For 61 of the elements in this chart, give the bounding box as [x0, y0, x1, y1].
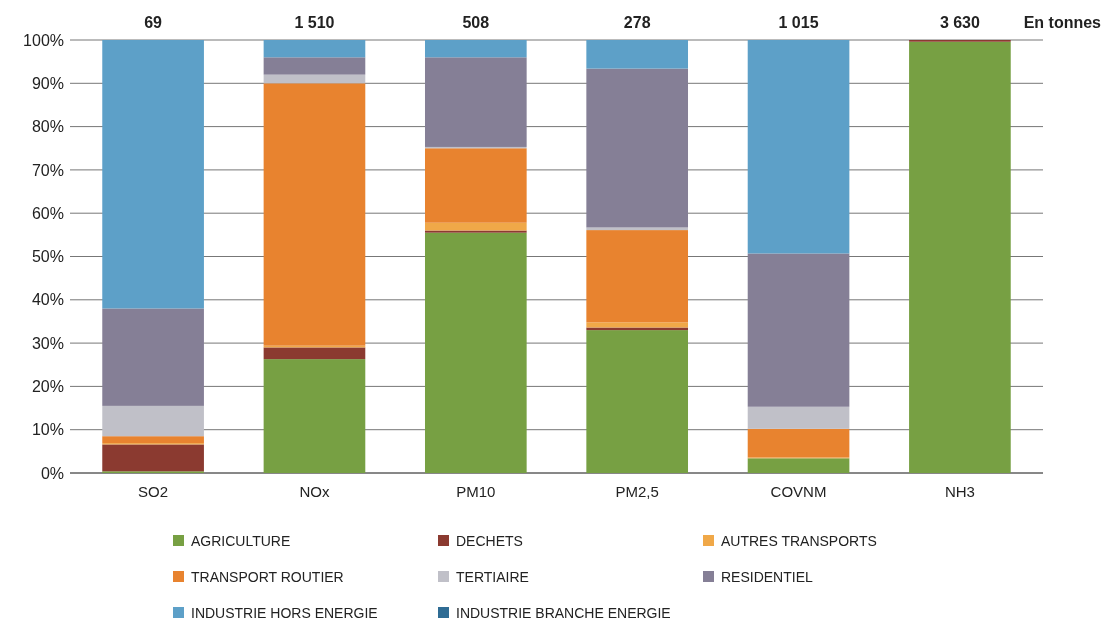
bar [586, 40, 689, 69]
bar [424, 40, 527, 58]
bar [586, 330, 689, 473]
x-tick-label: PM2,5 [615, 483, 659, 500]
bar [263, 347, 366, 360]
x-tick-label: SO2 [138, 483, 169, 500]
bar [102, 40, 204, 309]
bar [586, 68, 689, 228]
bar [747, 40, 850, 254]
bar [747, 253, 850, 407]
bar [586, 227, 689, 231]
bar [102, 405, 204, 437]
bar [747, 458, 850, 473]
bar [747, 406, 850, 429]
bar [424, 148, 527, 223]
x-tick-label: NH3 [944, 483, 975, 500]
y-tick-label: 90% [31, 74, 64, 92]
y-tick-label: 60% [31, 204, 64, 222]
annotation: 508 [462, 14, 490, 31]
bar [586, 230, 689, 323]
bar [263, 83, 366, 346]
y-tick-label: 10% [31, 421, 64, 439]
bar [586, 322, 689, 328]
y-tick-label: 70% [31, 161, 64, 179]
x-tick-label: NOx [299, 483, 330, 500]
bar [263, 359, 366, 473]
y-tick-label: 20% [31, 378, 64, 395]
legend-label: AUTRES TRANSPORTS [721, 532, 877, 549]
bar [424, 222, 527, 231]
x-tick-label: COVNM [770, 483, 827, 500]
bar [424, 232, 527, 473]
bar [263, 74, 366, 84]
bar [424, 230, 527, 233]
bar [263, 57, 366, 75]
y-tick-label: 40% [31, 291, 64, 309]
bar [102, 444, 204, 472]
bar [102, 308, 204, 406]
legend-label: TERTIAIRE [456, 568, 529, 585]
y-tick-label: 50% [31, 248, 64, 266]
bar [747, 428, 850, 458]
legend-label: TRANSPORT ROUTIER [191, 568, 344, 585]
bar [909, 41, 1011, 473]
annotation: 1 510 [294, 14, 335, 31]
x-tick-label: PM10 [456, 483, 496, 500]
legend-label: DECHETS [456, 532, 523, 549]
legend-label: RESIDENTIEL [721, 568, 814, 585]
bar [102, 436, 204, 444]
y-tick-label: 80% [31, 118, 64, 136]
y-tick-label: 30% [31, 334, 64, 352]
y-tick-label: 0% [40, 464, 64, 482]
legend-label: AGRICULTURE [191, 532, 291, 549]
annotation: 69 [144, 14, 163, 31]
y-tick-label: 100% [23, 31, 64, 49]
bar [263, 40, 366, 58]
annotation: 1 015 [778, 14, 819, 31]
bar [424, 57, 527, 147]
text: En tonnes [1023, 14, 1102, 31]
annotation: 278 [623, 14, 651, 31]
annotation: 3 630 [939, 14, 981, 31]
legend-label: INDUSTRIE BRANCHE ENERGIE [456, 604, 671, 621]
legend-label: INDUSTRIE HORS ENERGIE [191, 604, 378, 621]
